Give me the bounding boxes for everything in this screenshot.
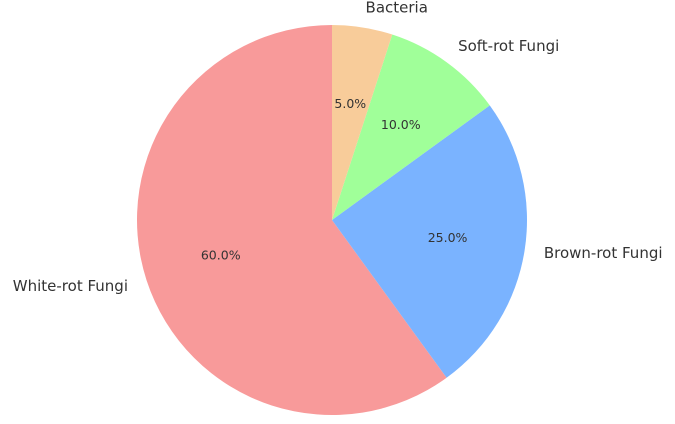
pie-slice (332, 25, 393, 220)
percent-label: 25.0% (428, 230, 468, 245)
percent-label: 5.0% (334, 96, 366, 111)
slice-label: Bacteria (366, 0, 428, 17)
percent-label: 60.0% (201, 248, 241, 263)
pie-slice (137, 25, 447, 415)
pie-slice (332, 34, 490, 221)
slice-label: Soft-rot Fungi (458, 37, 559, 55)
slice-label: Brown-rot Fungi (544, 244, 663, 262)
percent-label: 10.0% (381, 117, 421, 132)
slice-label: White-rot Fungi (13, 277, 128, 295)
pie-slice (332, 105, 527, 378)
